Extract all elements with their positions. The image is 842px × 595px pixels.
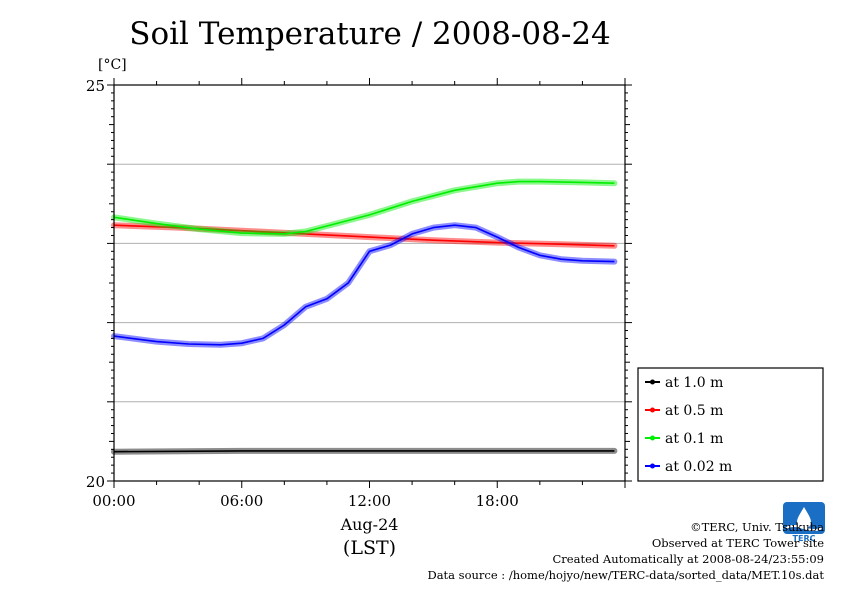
footer-observed: Observed at TERC Tower site bbox=[651, 536, 824, 550]
legend-box bbox=[637, 367, 824, 482]
legend-marker bbox=[650, 435, 655, 441]
legend-label: at 0.5 m bbox=[665, 403, 723, 419]
y-axis-unit-label: [°C] bbox=[98, 57, 127, 73]
footer-source: Data source : /home/hojyo/new/TERC-data/… bbox=[427, 568, 824, 582]
legend-label: at 0.1 m bbox=[665, 431, 723, 447]
plot-frame bbox=[113, 84, 626, 482]
terc-logo-icon: TERC bbox=[783, 502, 825, 542]
y-tick-label: 25 bbox=[86, 77, 105, 95]
x-tick-label: 12:00 bbox=[348, 492, 391, 510]
footer-credits: ©TERC, Univ. Tsukuba Observed at TERC To… bbox=[427, 519, 824, 583]
footer-copyright: ©TERC, Univ. Tsukuba bbox=[690, 520, 824, 534]
page-title: Soil Temperature / 2008-08-24 bbox=[129, 16, 611, 52]
series-band-2 bbox=[111, 178, 618, 237]
legend-label: at 0.02 m bbox=[665, 459, 732, 475]
x-tick-label: 06:00 bbox=[220, 492, 263, 510]
x-tick-label: 18:00 bbox=[476, 492, 519, 510]
x-axis-date-label: Aug-24 bbox=[340, 515, 399, 534]
x-axis-lst-label: (LST) bbox=[343, 537, 396, 559]
series-line-3 bbox=[113, 224, 615, 346]
footer-created: Created Automatically at 2008-08-24/23:5… bbox=[552, 552, 825, 566]
legend-marker bbox=[650, 379, 655, 385]
legend-marker bbox=[650, 407, 655, 413]
legend-label: at 1.0 m bbox=[665, 375, 723, 391]
legend-marker bbox=[650, 463, 655, 469]
x-tick-label: 00:00 bbox=[92, 492, 135, 510]
y-tick-label: 20 bbox=[86, 473, 105, 491]
logo-text: TERC bbox=[793, 534, 816, 542]
series-line-2 bbox=[113, 180, 615, 235]
series-line-0 bbox=[113, 450, 615, 453]
